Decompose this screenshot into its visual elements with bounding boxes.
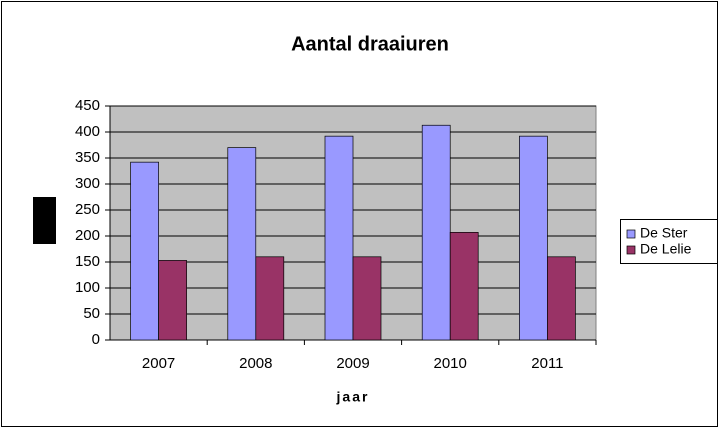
y-tick-label: 200	[75, 227, 100, 244]
legend	[620, 219, 718, 264]
bar	[130, 161, 159, 341]
bar	[352, 256, 382, 341]
bar	[227, 147, 257, 341]
y-tick-label: 350	[75, 149, 100, 166]
y-tick-label: 0	[92, 331, 100, 348]
bar	[547, 256, 576, 341]
x-tick-label: 2010	[434, 355, 467, 372]
bar	[519, 135, 548, 341]
y-tick-label: 150	[75, 253, 100, 270]
legend-swatch	[626, 229, 636, 239]
x-axis-label: jaar	[336, 389, 370, 405]
x-tick-label: 2009	[336, 355, 369, 372]
legend-label: De Ster	[640, 225, 688, 241]
chart-title: Aantal draaiuren	[291, 33, 449, 55]
y-tick-label: 450	[75, 97, 100, 114]
y-tick-label: 400	[75, 123, 100, 140]
redacted-box	[33, 197, 56, 244]
y-tick-label: 50	[83, 305, 100, 322]
y-tick-label: 100	[75, 279, 100, 296]
bar	[449, 232, 479, 341]
bar	[421, 124, 451, 341]
bar	[255, 256, 285, 341]
bar	[158, 260, 187, 341]
legend-swatch	[626, 245, 636, 255]
bar	[324, 135, 354, 341]
y-tick-label: 300	[75, 175, 100, 192]
y-tick-label: 250	[75, 201, 100, 218]
x-tick-label: 2008	[239, 355, 272, 372]
x-tick-label: 2011	[531, 355, 563, 372]
legend-label: De Lelie	[640, 241, 692, 257]
x-tick-label: 2007	[142, 355, 175, 372]
